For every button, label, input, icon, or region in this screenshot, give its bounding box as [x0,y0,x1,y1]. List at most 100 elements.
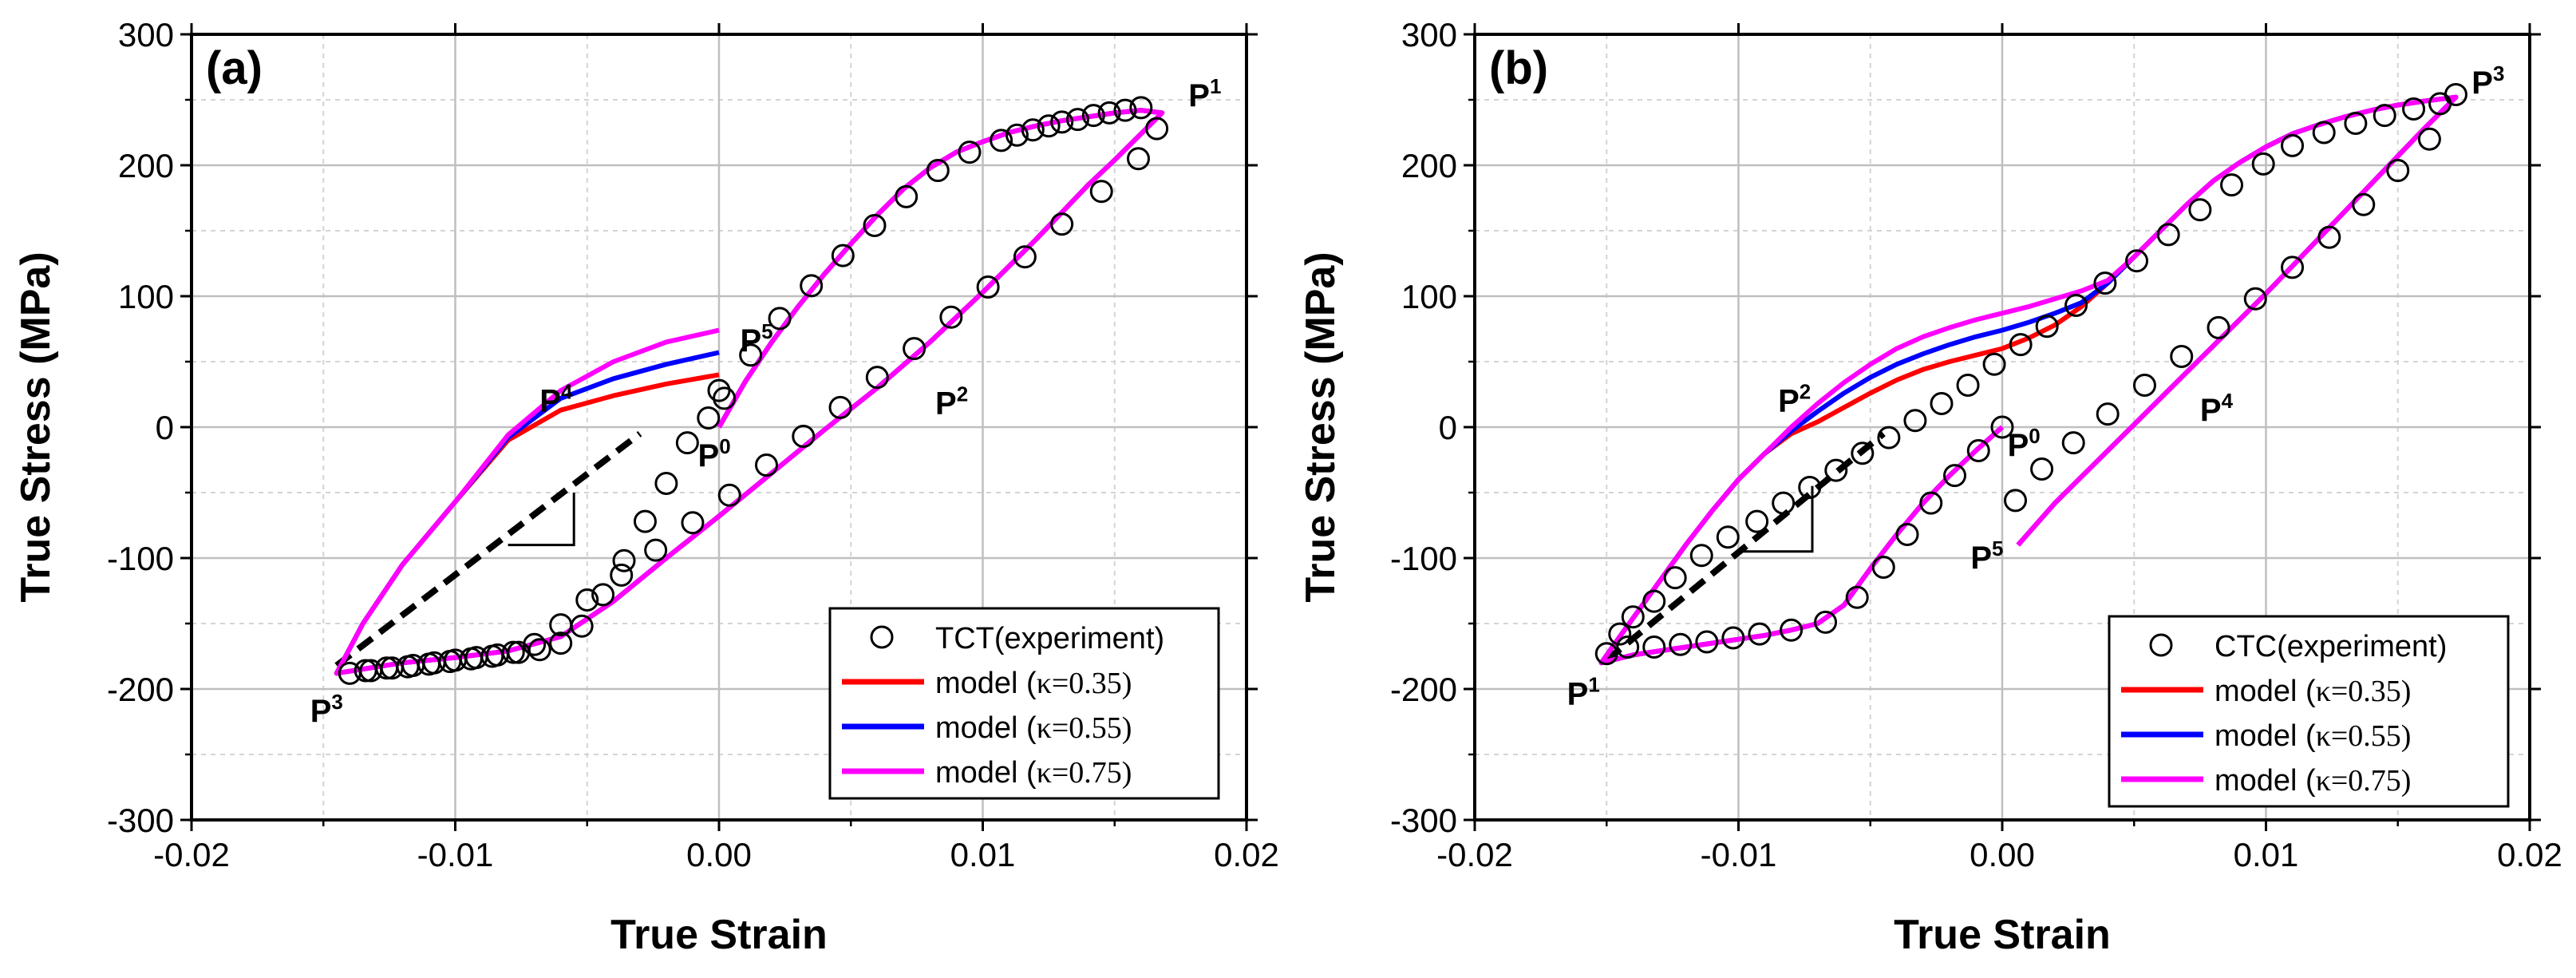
experiment-point [2132,374,2156,398]
experiment-point [2402,97,2426,121]
y-tick-label: -200 [107,671,174,708]
legend: TCT(experiment) model (κ=0.35) model (κ=0.… [828,607,1220,800]
experiment-point [2220,173,2244,197]
experiment-point [1919,491,1943,515]
experiment-point [1990,415,2014,439]
experiment-point [1145,117,1169,141]
y-tick-label: 0 [1439,409,1457,446]
experiment-point [1721,626,1745,650]
experiment-point [2317,225,2341,249]
y-tick-label: -200 [1390,671,1457,708]
y-tick-label: -100 [107,540,174,577]
experiment-point [1663,566,1687,590]
axis-ticks [1464,23,2541,831]
x-tick-label: -0.01 [1701,836,1777,873]
experiment-point [2417,127,2441,151]
experiment-point [1814,610,1838,634]
experiment-point [2156,223,2180,247]
experiment-point [990,129,1013,152]
experiment-point [865,366,889,390]
experiment-point [570,614,594,638]
experiment-point [1845,585,1869,609]
legend-label: model (κ=0.55) [2214,719,2411,753]
experiment-point [1748,622,1772,646]
experiment-point [2030,457,2054,481]
chart-panel-b: -0.02 -0.01 0.00 0.01 0.02 -300 -200 -100 0 100 20… [1298,16,2562,958]
series-line-model-055 [334,108,1165,676]
x-tick-label: 0.02 [2497,836,2562,873]
experiment-point [1798,475,1822,499]
experiment-point [2096,402,2120,426]
x-tick-label: 0.00 [686,836,752,873]
legend-marker [870,625,894,649]
experiment-point [903,337,926,361]
experiment-point [612,548,636,572]
panel-label: (b) [1489,42,1548,94]
experiment-point [2312,121,2336,145]
legend: CTC(experiment) model (κ=0.35) model (κ=0.… [2108,615,2510,808]
experiment-point [1113,98,1137,122]
series-line-model-075 [334,108,1165,676]
point-annotation: P4 [2200,389,2234,428]
x-tick-label: 0.00 [1970,836,2035,873]
x-tick-label: -0.02 [1436,836,1513,873]
experiment-point [1669,632,1693,656]
experiment-point [1642,589,1666,613]
x-tick-label: -0.01 [417,836,494,873]
experiment-point [591,583,615,607]
experiment-point [1642,636,1666,659]
experiment-point [610,563,634,587]
experiment-point [1943,464,1967,488]
point-annotation: P2 [935,382,968,422]
legend-label: model (κ=0.75) [935,756,1132,790]
experiment-point [2243,287,2267,311]
experiment-point [2004,489,2028,513]
experiment-point [768,307,792,331]
experiment-point [2188,198,2212,222]
y-tick-label: 100 [1401,278,1457,315]
elastic-unloading-line [334,431,642,668]
experiment-point [2170,344,2194,368]
experiment-point [1982,352,2006,376]
point-annotation: P0 [698,434,731,473]
experiment-point [1956,374,1980,398]
point-annotation: P5 [740,319,772,358]
experiment-point [1871,555,1895,579]
experiment-point [1013,245,1037,269]
series-line-model-075 [1598,94,2459,666]
experiment-point [1065,108,1089,132]
experiment-point [2009,333,2033,357]
experiment-point [1126,147,1150,171]
slope-triangle [1738,485,1814,553]
y-tick-label: 100 [118,278,174,315]
experiment-point [739,343,763,367]
y-tick-label: -100 [1390,540,1457,577]
experiment-point [1089,180,1113,204]
experiment-point [2352,192,2376,216]
experiment-point [1608,622,1632,646]
experiment-point [976,275,1000,299]
experiment-point [2344,112,2368,136]
experiment-point [354,659,377,683]
experiment-point [1129,96,1153,120]
experiment-point [895,184,919,208]
plot-area [334,96,1169,685]
legend-label: model (κ=0.55) [935,711,1132,745]
series-line-model-035 [334,108,1165,676]
experiment-point [1037,114,1061,138]
point-annotation: P4 [539,379,573,418]
axes-frame [1473,33,2531,822]
experiment-point [828,395,852,419]
plot-area [1594,82,2467,666]
experiment-point [1903,409,1927,433]
experiment-point [654,472,678,496]
experiment-point [697,406,721,430]
x-tick-label: 0.01 [950,836,1016,873]
legend-label: model (κ=0.35) [935,667,1132,700]
y-tick-label: 200 [1401,147,1457,184]
legend-label: TCT(experiment) [935,622,1164,655]
point-annotation: P0 [2008,424,2041,463]
experiment-point [1621,605,1645,629]
x-axis-title: True Strain [1894,912,2111,958]
experiment-point [1930,391,1954,415]
